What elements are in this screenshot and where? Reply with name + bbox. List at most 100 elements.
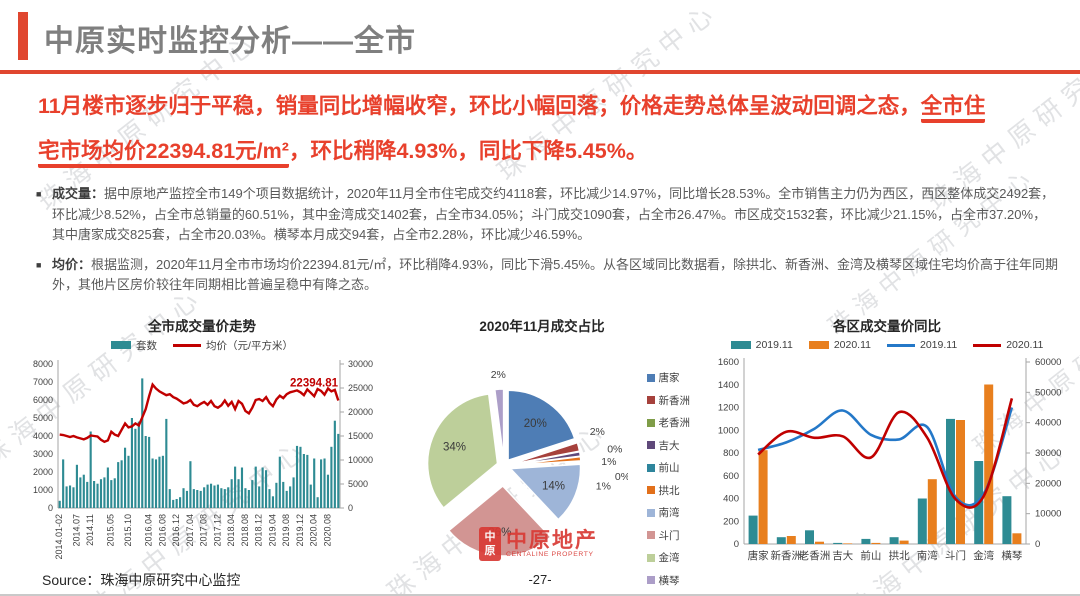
svg-text:50000: 50000 [1035, 387, 1061, 398]
pie-legend-item: 吉大 [646, 438, 691, 453]
bullet-label: 成交量： [52, 186, 105, 201]
svg-text:14%: 14% [542, 481, 565, 493]
legend-swatch [646, 373, 655, 382]
svg-text:0: 0 [1035, 539, 1040, 550]
svg-text:2014.07: 2014.07 [71, 514, 81, 547]
svg-text:5000: 5000 [348, 479, 368, 489]
svg-text:南湾: 南湾 [917, 549, 938, 562]
svg-text:2018.12: 2018.12 [254, 514, 264, 547]
svg-text:3000: 3000 [33, 449, 53, 459]
svg-text:2019.12: 2019.12 [295, 514, 305, 547]
svg-text:8000: 8000 [33, 359, 53, 369]
title-accent-bar [18, 12, 28, 60]
pie-legend-item: 老香洲 [646, 415, 691, 430]
volume-price-chart-canvas: 0 1000 2000 3000 4000 5000 6000 7000 8000 0 5000 10… [33, 359, 373, 560]
svg-text:1000: 1000 [33, 485, 53, 495]
legend-label: 前山 [658, 462, 680, 474]
centaline-logo: 中原 中原地产 CENTALINE PROPERTY [479, 527, 598, 561]
svg-text:600: 600 [723, 471, 739, 482]
svg-text:1200: 1200 [718, 403, 739, 414]
svg-text:2017.12: 2017.12 [212, 514, 222, 547]
svg-text:横琴: 横琴 [1001, 549, 1022, 562]
legend-label: 吉大 [658, 439, 680, 452]
svg-text:400: 400 [723, 494, 739, 505]
legend-label: 横琴 [658, 574, 680, 587]
legend-label: 新香洲 [658, 394, 691, 407]
bullet-square-icon: ■ [36, 259, 42, 270]
pie-legend: 唐家 新香洲 老香洲 吉大 前山 拱北 南湾 斗门 金湾 横琴 [646, 370, 691, 588]
svg-text:200: 200 [723, 516, 739, 527]
logo-subname: CENTALINE PROPERTY [506, 551, 594, 559]
svg-text:22394.81: 22394.81 [290, 378, 339, 390]
legend-item: 均价（元/平方米） [173, 338, 293, 353]
svg-text:1000: 1000 [718, 425, 739, 436]
legend-swatch [646, 553, 655, 562]
analysis-bullets: ■ 成交量：据中原地产监控全市149个项目数据统计，2020年11月全市住宅成交约… [36, 184, 1058, 305]
legend-bar-swatch [808, 341, 829, 349]
svg-text:1400: 1400 [718, 380, 739, 391]
source-note: Source：珠海中原研究中心监控 [42, 572, 241, 588]
svg-text:20000: 20000 [1035, 478, 1061, 489]
legend-item: 套数 [111, 338, 157, 353]
pie-chart-canvas: 20%2%0%1%0%1%14%26%34%2% [426, 369, 630, 557]
svg-text:0%: 0% [615, 471, 628, 483]
legend-line-swatch [973, 343, 1002, 347]
svg-text:1%: 1% [596, 481, 611, 493]
svg-text:6000: 6000 [33, 395, 53, 405]
legend-label: 套数 [136, 339, 158, 352]
legend-swatch [646, 396, 655, 404]
legend-swatch [646, 508, 655, 517]
legend-label: 均价（元/平方米） [206, 339, 293, 352]
svg-text:1600: 1600 [718, 357, 739, 368]
legend-label: 老香洲 [658, 417, 691, 429]
chart-district-yoy: 各区成交量价同比 2019.11 2020.11 2019.11 2020.11 0 2… [698, 318, 1076, 586]
bullet-label: 均价： [52, 256, 92, 272]
svg-text:拱北: 拱北 [889, 549, 911, 562]
svg-text:7000: 7000 [33, 377, 53, 387]
legend-swatch [646, 418, 655, 427]
legend-line-swatch [173, 343, 202, 347]
svg-text:0: 0 [48, 503, 53, 513]
chart-legend: 套数 均价（元/平方米） [18, 336, 386, 354]
bullet-volume: ■ 成交量：据中原地产监控全市149个项目数据统计，2020年11月全市住宅成交约… [36, 184, 1058, 246]
chart-title: 全市成交量价走势 [148, 319, 256, 334]
svg-text:2016.04: 2016.04 [144, 514, 154, 547]
legend-label: 斗门 [658, 529, 680, 542]
bullet-square-icon: ■ [36, 189, 42, 199]
svg-text:30000: 30000 [348, 359, 373, 369]
pie-legend-item: 拱北 [646, 483, 691, 498]
legend-item: 2020.11 [973, 339, 1043, 351]
legend-item: 2019.11 [887, 339, 957, 351]
svg-text:2%: 2% [590, 426, 605, 438]
svg-text:金湾: 金湾 [973, 549, 994, 562]
district-chart-canvas: 0 200 400 600 800 1000 1200 1400 1600 0 10000 20000… [718, 357, 1062, 562]
svg-text:40000: 40000 [1035, 418, 1061, 429]
headline-text: 11月楼市逐步归于平稳，销量同比增幅收窄，环比小幅回落；价格走势总体呈波动回调之… [38, 94, 921, 118]
svg-text:5000: 5000 [33, 413, 53, 423]
svg-text:2014.11: 2014.11 [85, 514, 95, 546]
legend-label: 金湾 [658, 552, 680, 564]
legend-line-swatch [887, 343, 915, 347]
svg-text:吉大: 吉大 [832, 549, 853, 562]
page-title: 中原实时监控分析——全市 [44, 25, 416, 58]
legend-item: 2020.11 [808, 339, 871, 351]
svg-text:前山: 前山 [860, 549, 881, 562]
headline-underlined-1: 全市住 [920, 94, 986, 123]
svg-text:2014.01-02: 2014.01-02 [54, 514, 64, 560]
chart-title: 各区成交量价同比 [833, 319, 941, 334]
svg-text:2018.04: 2018.04 [226, 514, 236, 547]
legend-bar-swatch [111, 341, 132, 349]
page-number: -27- [528, 572, 552, 587]
svg-text:0: 0 [734, 539, 739, 550]
pie-legend-item: 前山 [646, 460, 691, 475]
legend-item: 2019.11 [730, 339, 793, 351]
chart-legend: 2019.11 2020.11 2019.11 2020.11 [698, 336, 1076, 354]
legend-swatch [646, 463, 655, 472]
svg-text:20000: 20000 [348, 407, 373, 417]
legend-bar-swatch [730, 341, 751, 349]
headline-text-end: ，环比稍降4.93%，同比下降5.45%。 [288, 139, 648, 163]
pie-legend-item: 金湾 [646, 550, 691, 565]
svg-text:2019.04: 2019.04 [267, 514, 277, 547]
chart-november-share-pie: 2020年11月成交占比 20%2%0%1%0%1%14%26%34%2% 唐家… [392, 318, 692, 587]
